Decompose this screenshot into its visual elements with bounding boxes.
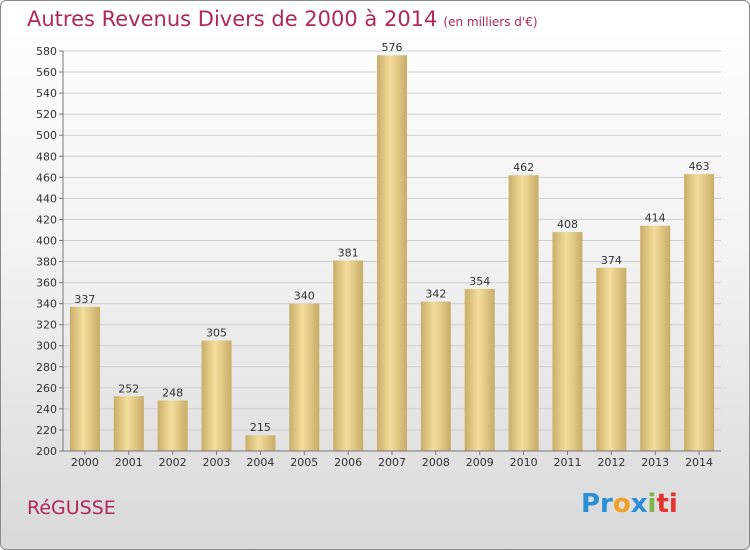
y-tick-label: 340	[36, 298, 57, 311]
y-tick-label: 540	[36, 87, 57, 100]
x-tick-label: 2012	[597, 456, 625, 469]
logo-part-3: x	[630, 489, 648, 519]
x-tick-label: 2008	[422, 456, 450, 469]
y-tick-label: 520	[36, 108, 57, 121]
x-tick-label: 2001	[115, 456, 143, 469]
y-tick-label: 380	[36, 256, 57, 269]
value-label: 576	[382, 41, 403, 54]
logo-part-2: o	[612, 489, 631, 519]
x-tick-label: 2013	[641, 456, 669, 469]
value-label: 462	[513, 161, 534, 174]
value-label: 374	[601, 254, 622, 267]
bar-2008	[420, 301, 451, 451]
value-label: 252	[118, 382, 139, 395]
y-tick-label: 320	[36, 319, 57, 332]
value-label: 342	[425, 288, 446, 301]
x-tick-label: 2003	[203, 456, 231, 469]
value-label: 414	[645, 212, 666, 225]
bar-2001	[113, 396, 144, 451]
x-tick-label: 2010	[510, 456, 538, 469]
y-tick-label: 580	[36, 45, 57, 58]
x-tick-label: 2011	[553, 456, 581, 469]
y-tick-label: 300	[36, 340, 57, 353]
y-tick-label: 220	[36, 424, 57, 437]
x-tick-label: 2005	[290, 456, 318, 469]
bar-2003	[201, 340, 232, 451]
y-tick-label: 480	[36, 150, 57, 163]
y-tick-label: 420	[36, 213, 57, 226]
y-tick-label: 440	[36, 192, 57, 205]
logo-part-5: ti	[656, 489, 678, 519]
y-tick-label: 500	[36, 129, 57, 142]
y-tick-label: 240	[36, 403, 57, 416]
chart-title-text: Autres Revenus Divers de 2000 à 2014	[27, 7, 438, 31]
y-tick-label: 400	[36, 234, 57, 247]
value-label: 215	[250, 421, 271, 434]
bar-2014	[684, 174, 715, 451]
y-tick-label: 460	[36, 171, 57, 184]
value-label: 305	[206, 326, 227, 339]
bar-2004	[245, 435, 276, 451]
x-tick-label: 2004	[246, 456, 274, 469]
bar-2010	[508, 175, 539, 452]
bar-2002	[157, 400, 188, 451]
x-tick-label: 2014	[685, 456, 713, 469]
x-tick-label: 2006	[334, 456, 362, 469]
value-label: 381	[338, 246, 359, 259]
chart-subtitle: (en milliers d'€)	[443, 15, 538, 29]
value-label: 408	[557, 218, 578, 231]
bar-2007	[377, 55, 407, 452]
proxiti-logo: Proxiti	[581, 489, 678, 519]
value-label: 248	[162, 386, 183, 399]
value-label: 463	[689, 160, 710, 173]
logo-part-1: Pr	[581, 489, 613, 519]
chart-title: Autres Revenus Divers de 2000 à 2014 (en …	[27, 7, 538, 31]
bar-2000	[69, 306, 100, 451]
bar-2013	[640, 225, 671, 451]
axes: 200 220 240 260 280 300 320 340 360 380 400 420 440 4…	[36, 45, 721, 469]
y-tick-label: 280	[36, 361, 57, 374]
bars	[69, 55, 715, 452]
y-tick-label: 260	[36, 382, 57, 395]
value-label: 337	[74, 293, 95, 306]
value-label: 354	[469, 275, 490, 288]
x-tick-label: 2007	[378, 456, 406, 469]
bar-2009	[464, 288, 495, 451]
logo-part-4: i	[647, 489, 657, 519]
x-tick-label: 2000	[71, 456, 99, 469]
y-tick-label: 560	[36, 66, 57, 79]
x-tick-label: 2002	[159, 456, 187, 469]
value-label: 340	[294, 290, 315, 303]
bar-2005	[289, 303, 320, 451]
x-tick-label: 2009	[466, 456, 494, 469]
commune-name: RéGUSSE	[27, 497, 116, 519]
value-labels: 337 252 248 305 215 340 381 576 342 354 462 408 374 4…	[74, 41, 709, 434]
bar-2012	[596, 267, 627, 451]
bar-2011	[552, 232, 583, 451]
y-tick-label: 200	[36, 445, 57, 458]
y-tick-label: 360	[36, 277, 57, 290]
bar-2006	[333, 260, 364, 451]
